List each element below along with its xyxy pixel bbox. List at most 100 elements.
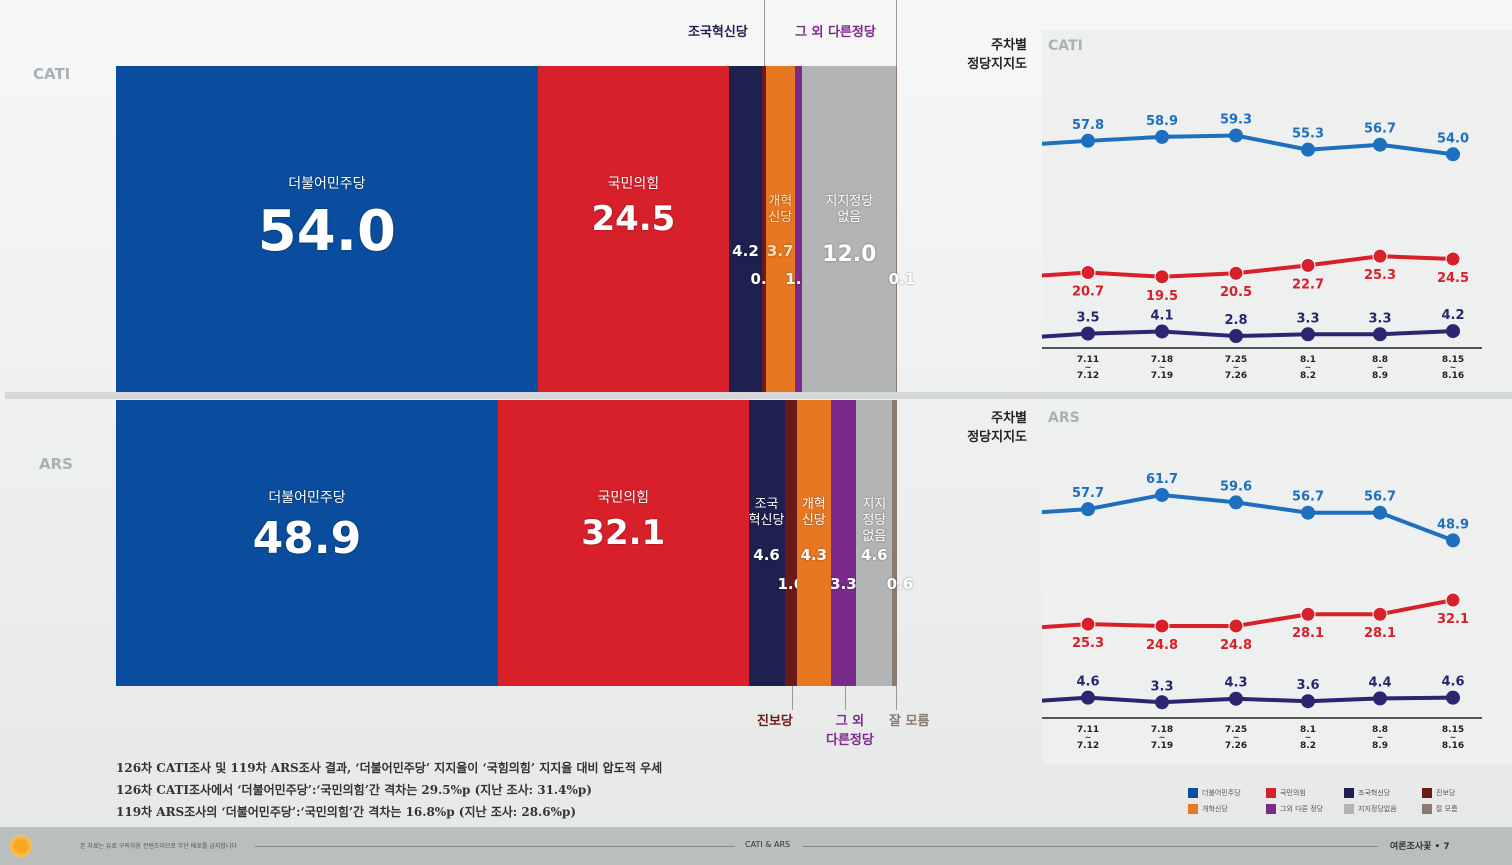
bar-segment-minjoo: 더불어민주당 48.9 [116,400,498,686]
data-label: 59.3 [1220,112,1252,127]
bottom-label-unknown: 잘 모름 [889,714,930,729]
bar-segment-rebuild: 4.2 [729,66,762,392]
leader-line [896,686,897,710]
data-label: 24.5 [1437,271,1469,286]
data-label: 22.7 [1292,277,1324,292]
legend-swatch [1422,788,1432,798]
segment-name: 더불어민주당 [268,490,346,506]
x-tick-label: ~ [1085,733,1092,742]
segment-name: 조국 혁신당 [748,497,785,528]
bar-segment-others: 3.3 [830,400,857,686]
x-tick-label: 7.11 [1077,725,1099,735]
x-tick-label: ~ [1085,363,1092,372]
data-point [1301,142,1315,157]
footer-brand: 여론조사꽃 • 7 [1390,842,1450,852]
data-point [1446,147,1460,162]
data-label: 61.7 [1146,472,1178,487]
x-tick-label: 8.2 [1300,741,1316,751]
segment-name: 더불어민주당 [288,176,366,192]
footer-rule [803,846,1378,847]
data-point [1154,618,1170,634]
legend-swatch [1188,804,1198,814]
x-tick-label: ~ [1233,363,1240,372]
data-label: 3.3 [1368,311,1391,326]
data-point [1080,616,1096,632]
segment-name: 개혁 신당 [801,497,826,528]
segment-value: 48.9 [252,513,362,564]
segment-value: 3.3 [830,575,857,593]
bar-segment-reform: 개혁 신당 3.7 [765,66,795,392]
data-label: 25.3 [1364,268,1396,283]
data-label: 4.6 [1076,675,1099,690]
cati-stacked-bar: 더불어민주당 54.0 국민의힘 24.5 4.2 0.5 개혁 신당 3.7 1.0 지지정당 … [116,66,915,392]
data-label: 3.6 [1296,678,1319,693]
bar-segment-none: 지지 정당 없음 4.6 [856,400,893,686]
data-point [1081,326,1095,341]
x-tick-label: 7.18 [1151,355,1173,365]
ars-line-chart: ARS 57.7 61.7 59.6 56.7 56.7 48.9 25.3 24.8 24.8 2… [1041,402,1512,764]
bar-segment-minjoo: 더불어민주당 54.0 [116,66,538,392]
x-tick-label: 8.1 [1300,355,1316,365]
leader-line [845,686,846,710]
data-label: 20.5 [1220,285,1252,300]
data-label: 19.5 [1146,289,1178,304]
data-label: 28.1 [1364,626,1396,641]
data-label: 25.3 [1072,636,1104,651]
data-point [1229,128,1243,143]
data-label: 3.5 [1076,311,1099,326]
legend-label: 조국혁신당 [1358,789,1391,797]
data-point [1081,690,1095,705]
leader-line [764,0,765,66]
legend-item: 잘 모름 [1422,804,1500,814]
data-label: 4.2 [1441,308,1464,323]
data-point [1155,129,1169,144]
data-point [1155,487,1169,502]
x-tick-label: ~ [1233,733,1240,742]
data-label: 20.7 [1072,285,1104,300]
cati-line-chart: CATI 57.8 58.9 59.3 55.3 56.7 54.0 20.7 19.5 20.5… [1041,30,1512,390]
note-3: 119차 ARS조사의 ‘더불어민주당’:‘국민의힘’간 격차는 16.8%p … [116,805,577,819]
bar-segment-ppp: 국민의힘 24.5 [537,66,730,392]
series-line [1041,329,1454,339]
segment-value: 12.0 [822,242,877,267]
footer-rule [255,846,735,847]
segment-value: 54.0 [257,199,396,264]
segment-value: 24.5 [591,199,676,239]
legend-label: 잘 모름 [1436,805,1458,813]
legend-swatch [1266,788,1276,798]
data-point [1155,324,1169,339]
footer-disclaimer: 본 자료는 유료 구독자용 컨텐츠이므로 무단 배포를 금지합니다 [80,843,237,850]
legend-item: 지지정당없음 [1344,804,1422,814]
x-tick-label: ~ [1159,733,1166,742]
x-tick-label: 7.26 [1225,741,1247,751]
x-tick-label: 8.15 [1442,355,1464,365]
note-1: 126차 CATI조사 및 119차 ARS조사 결과, ‘더불어민주당’ 지지… [116,761,663,775]
data-label: 28.1 [1292,626,1324,641]
data-point [1229,329,1243,344]
legend-label: 그외 다른 정당 [1280,805,1324,813]
segment-value: 3.7 [766,242,794,260]
data-point [1446,690,1460,705]
series-line [1041,695,1454,705]
x-tick-label: 7.26 [1225,371,1247,381]
bar-segment-progressive: 1.6 [777,400,804,686]
x-tick-label: 8.1 [1300,725,1316,735]
x-tick-label: ~ [1377,363,1384,372]
top-label-others: 그 외 다른정당 [795,25,876,40]
legend-swatch [1344,788,1354,798]
footer: 본 자료는 유료 구독자용 컨텐츠이므로 무단 배포를 금지합니다 CATI &… [0,827,1512,865]
data-label: 4.3 [1224,676,1247,691]
legend-item: 국민의힘 [1266,788,1344,798]
x-tick-label: 7.12 [1077,741,1099,751]
flower-logo-icon [8,833,34,859]
data-label: 3.3 [1150,679,1173,694]
x-tick-label: 8.16 [1442,741,1464,751]
data-point [1373,505,1387,520]
leader-line [792,686,793,710]
data-point [1080,265,1096,281]
legend-label: 더불어민주당 [1202,789,1241,797]
legend-swatch [1422,804,1432,814]
x-tick-label: 7.12 [1077,371,1099,381]
x-tick-label: ~ [1159,363,1166,372]
x-tick-label: 8.9 [1372,371,1388,381]
